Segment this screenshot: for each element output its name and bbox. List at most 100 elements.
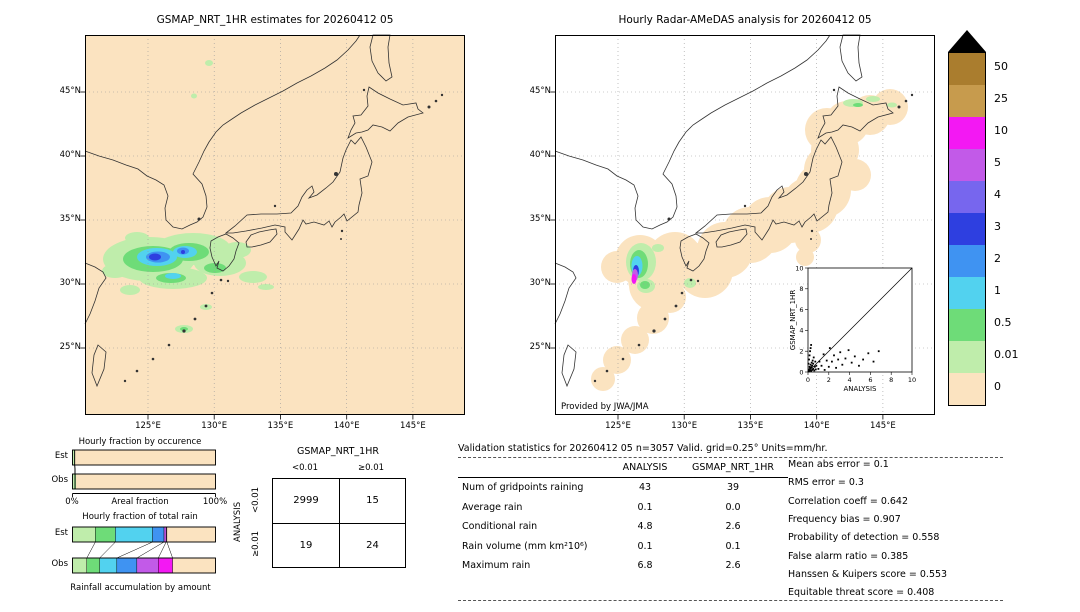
gsmap-value: 2.6 <box>725 521 741 532</box>
radar-map-title: Hourly Radar-AMeDAS analysis for 2026041… <box>618 14 872 26</box>
colorbar-segment <box>949 341 985 373</box>
gsmap-precipitation-field <box>102 60 274 333</box>
inset-x-label: ANALYSIS <box>843 385 877 393</box>
gsmap-value: 39 <box>726 482 740 493</box>
contingency-col-header-wet: ≥0.01 <box>357 463 385 473</box>
totalrain-stacked-bars <box>72 526 216 574</box>
colorbar-tick-label: 5 <box>994 156 1001 169</box>
svg-text:8: 8 <box>799 285 803 293</box>
lat-tick-label: 45°N <box>59 86 81 96</box>
svg-text:10: 10 <box>908 376 916 384</box>
contingency-value-wet-dry: 19 <box>273 523 339 567</box>
grid-lines <box>85 35 465 415</box>
lon-tick-label: 130°E <box>201 421 228 431</box>
colorbar-tick-label: 4 <box>994 188 1001 201</box>
occurrence-obs-label: Obs <box>51 475 68 485</box>
colorbar-segment <box>949 373 985 405</box>
dashed-rule-bottom <box>458 600 1003 601</box>
contingency-row-header-dry: <0.01 <box>251 486 261 514</box>
radar-analysis-map: 0 2 4 6 8 10 0 2 4 6 8 10 ANALYSIS GSMAP_NRT_1HR P… <box>550 34 935 420</box>
occurrence-x1-label: 100% <box>202 497 228 507</box>
header-underline <box>458 477 788 478</box>
lon-tick-label: 145°E <box>399 421 426 431</box>
metric-line: False alarm ratio = 0.385 <box>788 550 909 562</box>
contingency-title: GSMAP_NRT_1HR <box>297 446 379 457</box>
svg-text:2: 2 <box>827 376 831 384</box>
validation-row-label: Average rain <box>462 501 523 513</box>
analysis-value: 6.8 <box>637 560 653 571</box>
contingency-value-dry-wet: 15 <box>339 479 405 523</box>
inset-y-label: GSMAP_NRT_1HR <box>789 290 797 351</box>
data-credit: Provided by JWA/JMA <box>561 402 649 412</box>
validation-row: Rain volume (mm km²10⁶) 0.1 0.1 <box>458 541 803 560</box>
validation-rows: Num of gridpoints raining 43 39 Average rai… <box>458 482 803 582</box>
colorbar-segment <box>949 53 985 85</box>
colorbar-segment <box>949 149 985 181</box>
svg-text:4: 4 <box>799 327 803 335</box>
occurrence-chart-title: Hourly fraction by occurence <box>78 437 202 447</box>
axes-frame <box>85 35 465 415</box>
analysis-value: 4.8 <box>637 521 653 532</box>
totalrain-caption: Rainfall accumulation by amount <box>70 583 211 593</box>
colorbar-segment <box>949 181 985 213</box>
axes-frame <box>555 35 935 415</box>
colorbar-segment <box>949 277 985 309</box>
contingency-value-wet-wet: 24 <box>339 523 405 567</box>
dashed-rule-top <box>458 457 1003 458</box>
svg-text:0: 0 <box>799 368 803 376</box>
inset-scatter-points <box>807 344 880 373</box>
validation-col-analysis: ANALYSIS <box>622 462 668 473</box>
colorbar-overflow-triangle <box>948 30 986 52</box>
svg-text:6: 6 <box>868 376 872 384</box>
occurrence-stacked-bars <box>72 449 216 497</box>
lat-tick-label: 30°N <box>529 278 551 288</box>
axis-ticks <box>80 91 414 420</box>
contingency-col-header-dry: <0.01 <box>291 463 319 473</box>
totalrain-chart-title: Hourly fraction of total rain <box>82 512 198 522</box>
occurrence-est-label: Est <box>54 451 68 461</box>
totalrain-obs-label: Obs <box>51 559 68 569</box>
svg-text:4: 4 <box>848 376 852 384</box>
colorbar-segment <box>949 117 985 149</box>
validation-row-label: Num of gridpoints raining <box>462 482 584 493</box>
inset-diagonal-line <box>807 267 913 373</box>
svg-text:2: 2 <box>799 348 803 356</box>
contingency-grid: 2999 15 19 24 <box>272 478 406 568</box>
lat-tick-label: 35°N <box>529 214 551 224</box>
gsmap-map-title: GSMAP_NRT_1HR estimates for 20260412 05 <box>156 14 394 26</box>
colorbar-segment <box>949 85 985 117</box>
lon-tick-label: 135°E <box>737 421 764 431</box>
occurrence-x-axis-label: Areal fraction <box>111 497 169 507</box>
colorbar-tick-label: 50 <box>994 60 1008 73</box>
lon-tick-label: 140°E <box>333 421 360 431</box>
colorbar-segment <box>949 309 985 341</box>
colorbar: 50 25 10 5 4 3 2 1 0.5 0.01 0 <box>948 30 1040 425</box>
validation-row-label: Rain volume (mm km²10⁶) <box>462 540 588 552</box>
inset-x-ticks: 0 2 4 6 8 10 <box>806 372 916 384</box>
lon-tick-label: 135°E <box>267 421 294 431</box>
colorbar-tick-label: 0.01 <box>994 348 1019 361</box>
validation-row-label: Maximum rain <box>462 560 531 571</box>
gsmap-estimate-map <box>80 34 465 420</box>
lon-tick-label: 125°E <box>605 421 631 431</box>
colorbar-tick-label: 0 <box>994 380 1001 393</box>
colorbar-segment <box>949 213 985 245</box>
lon-tick-label: 140°E <box>803 421 830 431</box>
metric-line: Hanssen & Kuipers score = 0.553 <box>788 568 948 580</box>
occurrence-x0-label: 0% <box>65 497 79 507</box>
analysis-value: 0.1 <box>637 501 653 513</box>
validation-row: Num of gridpoints raining 43 39 <box>458 482 803 501</box>
colorbar-swatches <box>948 52 986 406</box>
colorbar-segment <box>949 245 985 277</box>
lon-tick-label: 130°E <box>671 421 698 431</box>
radar-coverage-area <box>591 89 908 391</box>
validation-row: Average rain 0.1 0.0 <box>458 502 803 521</box>
colorbar-tick-label: 0.5 <box>994 316 1012 329</box>
metric-line: Mean abs error = 0.1 <box>788 459 889 470</box>
inset-y-ticks: 0 2 4 6 8 10 <box>795 264 808 376</box>
validation-col-gsmap: GSMAP_NRT_1HR <box>692 462 774 473</box>
colorbar-tick-label: 25 <box>994 92 1008 105</box>
gsmap-value: 0.0 <box>725 501 741 513</box>
lat-tick-label: 35°N <box>59 214 81 224</box>
gsmap-value: 2.6 <box>725 560 741 571</box>
